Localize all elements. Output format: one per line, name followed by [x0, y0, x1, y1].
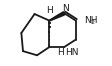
Polygon shape	[62, 12, 65, 15]
Text: H: H	[46, 6, 53, 15]
Text: H: H	[57, 48, 64, 57]
Polygon shape	[51, 19, 53, 20]
Polygon shape	[59, 13, 62, 16]
Polygon shape	[58, 14, 60, 17]
Text: NH: NH	[84, 16, 98, 25]
Text: N: N	[62, 4, 68, 13]
Polygon shape	[49, 20, 51, 21]
Polygon shape	[61, 13, 63, 16]
Polygon shape	[54, 17, 56, 19]
Polygon shape	[56, 15, 59, 18]
Text: 2: 2	[91, 20, 95, 25]
Text: HN: HN	[65, 48, 78, 57]
Polygon shape	[52, 18, 54, 20]
Polygon shape	[55, 16, 57, 18]
